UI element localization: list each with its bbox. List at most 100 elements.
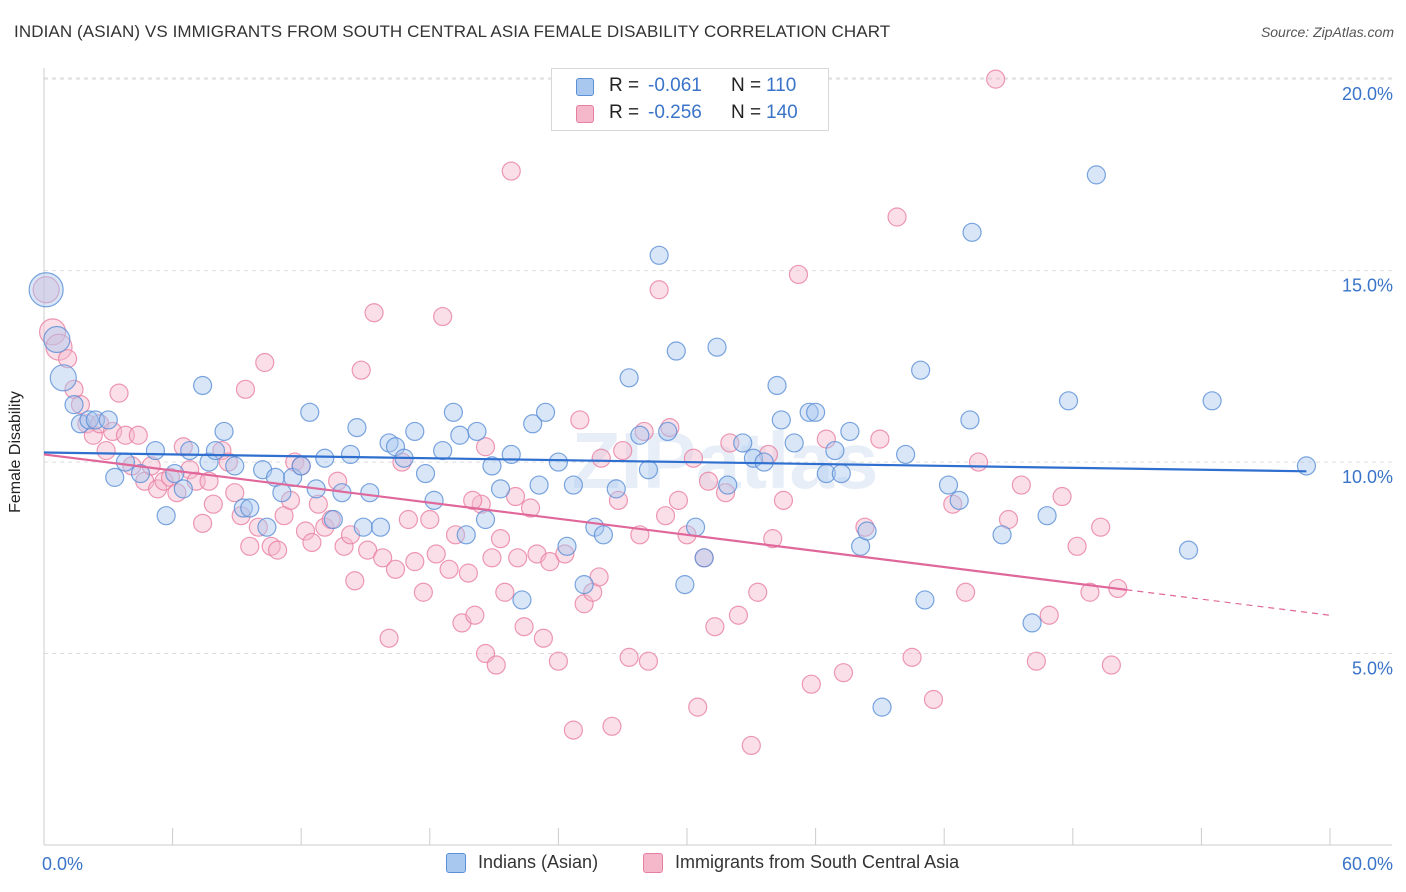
immigrants-point xyxy=(458,563,478,583)
immigrants-point xyxy=(379,628,399,648)
r-value: -0.061 xyxy=(648,75,702,96)
indians-point xyxy=(718,475,738,495)
indians-point xyxy=(300,402,320,422)
indians-point xyxy=(490,479,511,499)
indians-point xyxy=(79,410,99,430)
indians-point xyxy=(291,456,311,476)
indians-point xyxy=(1202,391,1222,411)
immigrants-point xyxy=(773,490,794,510)
indians-point xyxy=(180,440,200,461)
indians-point xyxy=(323,509,343,530)
indians-point xyxy=(353,517,373,537)
indians-point xyxy=(557,536,577,556)
immigrants-point xyxy=(147,479,168,499)
immigrants-point xyxy=(385,559,406,579)
immigrants-point xyxy=(638,651,659,671)
tick-labels: 5.0% 10.0% 15.0% 20.0% 0.0% 60.0% xyxy=(42,84,1393,874)
r-label: R = xyxy=(609,102,640,123)
indians-point xyxy=(370,517,391,537)
n-label: N = xyxy=(731,75,762,96)
immigrants-point xyxy=(358,540,378,560)
indians-point xyxy=(548,452,569,472)
immigrants-point xyxy=(533,628,553,648)
immigrants-point xyxy=(801,674,821,694)
indians-point xyxy=(938,475,959,495)
indians-point xyxy=(501,444,521,465)
stats-legend: R = -0.061 N = 110 R = -0.256 N = 140 xyxy=(551,68,829,131)
indians-point xyxy=(675,575,695,595)
grid-lines xyxy=(44,77,1392,655)
immigrants-point xyxy=(57,349,78,369)
x-tick-label: 60.0% xyxy=(1342,854,1393,874)
bottom-legend: Indians (Asian) Immigrants from South Ce… xyxy=(0,852,1406,878)
immigrants-point xyxy=(465,605,485,625)
indians-point xyxy=(649,245,669,265)
y-tick-label: 10.0% xyxy=(1342,467,1393,487)
indians-point xyxy=(214,421,234,442)
immigrants-point xyxy=(364,303,384,323)
indians-point xyxy=(64,395,84,415)
indians-point xyxy=(949,490,969,510)
indians-point xyxy=(1086,165,1106,185)
immigrants-point xyxy=(655,506,676,526)
n-label: N = xyxy=(731,102,762,123)
immigrants-point xyxy=(83,425,103,445)
immigrants-point xyxy=(698,471,719,491)
immigrants-point xyxy=(563,720,584,740)
immigrants-point xyxy=(225,483,245,503)
y-tick-label: 20.0% xyxy=(1342,84,1393,104)
indians-point xyxy=(694,548,714,568)
indians-point xyxy=(805,402,826,422)
indians-point xyxy=(467,421,487,442)
indians-point xyxy=(606,479,626,499)
indians-point xyxy=(784,433,804,453)
immigrants-point xyxy=(128,425,148,445)
indians-trend-line xyxy=(43,451,1307,473)
indians-point xyxy=(145,440,166,461)
indians-point xyxy=(424,490,444,510)
y-tick-label: 5.0% xyxy=(1352,659,1393,679)
immigrants-point xyxy=(870,429,890,449)
immigrants-point xyxy=(668,490,689,510)
immigrants-point xyxy=(1011,475,1031,495)
immigrants-point xyxy=(1067,536,1087,556)
immigrants-point xyxy=(1039,605,1059,625)
indians-point xyxy=(840,421,860,442)
indians-point xyxy=(733,433,753,453)
indians-point xyxy=(115,452,136,472)
immigrants-point xyxy=(486,655,506,675)
indians-point xyxy=(593,525,614,545)
indians-point xyxy=(130,463,151,484)
immigrants-point xyxy=(1052,486,1072,507)
indians-point xyxy=(1178,540,1199,560)
indians-point xyxy=(482,456,502,476)
immigrants-point xyxy=(570,410,590,430)
immigrants-point xyxy=(589,567,609,587)
immigrants-point xyxy=(268,540,288,560)
immigrants-point xyxy=(748,582,768,602)
source-label: Source: ZipAtlas.com xyxy=(1260,24,1394,40)
immigrants-point xyxy=(413,582,433,602)
indians-point xyxy=(574,575,594,595)
pink-swatch xyxy=(576,105,594,123)
indians-point xyxy=(98,410,118,430)
immigrants-point xyxy=(923,689,944,710)
immigrants-point xyxy=(728,605,749,625)
immigrants-point xyxy=(420,509,440,530)
indians-point xyxy=(529,475,549,495)
immigrants-point xyxy=(426,544,446,564)
immigrants-point xyxy=(70,395,91,415)
immigrants-point xyxy=(548,651,569,671)
indians-point xyxy=(896,444,916,465)
immigrants-point xyxy=(405,552,425,572)
immigrants-point xyxy=(445,525,466,545)
indians-point xyxy=(199,452,219,472)
immigrants-point xyxy=(508,548,528,568)
indians-point xyxy=(433,440,453,461)
immigrants-point xyxy=(763,529,783,549)
immigrants-point xyxy=(495,582,515,602)
indians-point xyxy=(771,410,791,430)
indians-point xyxy=(915,590,935,610)
immigrants-point xyxy=(613,440,633,461)
